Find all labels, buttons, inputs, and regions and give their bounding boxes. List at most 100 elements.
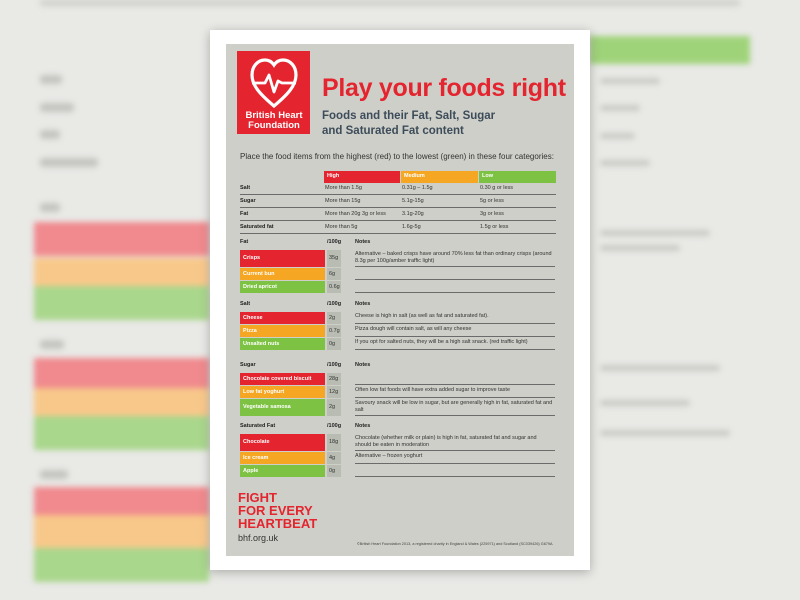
amount-value: 0.7g <box>329 327 340 334</box>
food-item: Pizza <box>240 325 325 337</box>
guide-row-label: Sugar <box>240 198 256 204</box>
food-name: Pizza <box>243 327 257 334</box>
amount-box: 0g <box>327 465 341 477</box>
amount-value: 2g <box>329 314 336 321</box>
row-divider <box>240 233 556 234</box>
guide-medium-value: 3.1g-20g <box>402 211 424 217</box>
per-100g-header: /100g <box>327 301 342 307</box>
notes-header: Notes <box>355 301 371 307</box>
row-divider <box>240 220 556 221</box>
page-title: Play your foods right <box>322 74 566 102</box>
note-text: Often low fat foods will have extra adde… <box>355 387 510 393</box>
section-title: Salt <box>240 301 251 307</box>
note-divider <box>355 336 555 337</box>
subtitle-line-1: Foods and their Fat, Salt, Sugar <box>322 110 496 122</box>
guide-high-value: More than 15g <box>325 198 361 204</box>
amount-value: 0g <box>329 340 336 347</box>
note-divider <box>355 292 555 293</box>
notes-header: Notes <box>355 239 371 245</box>
food-name: Apple <box>243 467 259 474</box>
per-100g-header: /100g <box>327 362 342 368</box>
heart-icon <box>250 58 298 109</box>
food-item: Crisps <box>240 250 325 267</box>
amount-value: 35g <box>329 255 339 261</box>
food-name: Dried apricot <box>243 283 277 290</box>
note-divider <box>355 463 555 464</box>
amount-box: 2g <box>327 399 341 416</box>
bhf-logo: British Heart Foundation <box>237 51 310 134</box>
amount-box: 35g <box>327 250 341 267</box>
header-low: Low <box>479 171 556 183</box>
note-divider <box>355 279 555 280</box>
food-name: Ice cream <box>243 454 269 461</box>
note-divider <box>355 349 555 350</box>
food-name: Current bun <box>243 270 275 277</box>
logo-line-1: British Heart <box>245 110 303 121</box>
section-title: Sugar <box>240 362 256 368</box>
guide-medium-value: 5.1g-15g <box>402 198 424 204</box>
guide-row-label: Fat <box>240 211 249 217</box>
header-high: High <box>324 171 400 183</box>
amount-value: 6g <box>329 270 336 277</box>
per-100g-header: /100g <box>327 423 342 429</box>
row-divider <box>240 207 556 208</box>
website-url: bhf.org.uk <box>238 533 279 543</box>
guide-low-value: 0.30 g or less <box>480 185 514 191</box>
note-text: Savoury snack will be low in sugar, but … <box>355 400 553 413</box>
food-item: Ice cream <box>240 452 325 464</box>
note-text: Pizza dough will contain salt, as will a… <box>355 326 472 332</box>
food-name: Low fat yoghurt <box>243 388 285 395</box>
food-item: Dried apricot <box>240 281 325 293</box>
food-item: Current bun <box>240 268 325 280</box>
amount-box: 0.7g <box>327 325 341 337</box>
note-text: Alternative – baked crisps have around 7… <box>355 251 552 264</box>
amount-value: 2g <box>329 404 336 410</box>
guide-row-label: Salt <box>240 185 251 191</box>
note-divider <box>355 266 555 267</box>
section-title: Fat <box>240 239 249 245</box>
guide-low-value: 1.5g or less <box>480 224 509 230</box>
guide-high-value: More than 5g <box>325 224 358 230</box>
note-text: Alternative – frozen yoghurt <box>355 453 423 459</box>
food-name: Unsalted nuts <box>243 340 280 347</box>
note-divider <box>355 415 555 416</box>
section-title: Saturated Fat <box>240 423 276 429</box>
amount-box: 18g <box>327 434 341 451</box>
guide-low-value: 3g or less <box>480 211 504 217</box>
row-divider <box>240 194 556 195</box>
food-item: Unsalted nuts <box>240 338 325 350</box>
amount-box: 28g <box>327 373 341 385</box>
charity-notice: ©British Heart Foundation 2013, a regist… <box>357 542 553 546</box>
guide-high-value: More than 20g 3g or less <box>325 211 386 217</box>
food-item: Chocolate covered biscuit <box>240 373 325 385</box>
amount-box: 4g <box>327 452 341 464</box>
poster-content: British Heart Foundation Play your foods… <box>226 44 574 556</box>
food-name: Crisps <box>243 255 261 261</box>
note-divider <box>355 476 555 477</box>
note-divider <box>355 397 555 398</box>
guide-row-label: Saturated fat <box>240 224 274 230</box>
amount-box: 2g <box>327 312 341 324</box>
guide-medium-value: 0.31g – 1.5g <box>402 185 433 191</box>
food-name: Chocolate <box>243 439 270 445</box>
notes-header: Notes <box>355 423 371 429</box>
food-name: Chocolate covered biscuit <box>243 375 312 382</box>
amount-value: 0.6g <box>329 283 340 290</box>
food-item: Cheese <box>240 312 325 324</box>
note-divider <box>355 384 555 385</box>
food-name: Cheese <box>243 314 263 321</box>
amount-box: 12g <box>327 386 341 398</box>
food-item: Low fat yoghurt <box>240 386 325 398</box>
amount-value: 12g <box>329 388 339 395</box>
amount-value: 4g <box>329 454 336 461</box>
amount-value: 28g <box>329 375 339 382</box>
note-divider <box>355 323 555 324</box>
subtitle-line-2: and Saturated Fat content <box>322 125 464 137</box>
amount-value: 18g <box>329 439 339 445</box>
note-text: If you opt for salted nuts, they will be… <box>355 339 528 345</box>
guide-high-value: More than 1.5g <box>325 185 362 191</box>
guide-low-value: 5g or less <box>480 198 504 204</box>
note-text: Chocolate (whether milk or plain) is hig… <box>355 435 537 448</box>
poster-sheet: British Heart Foundation Play your foods… <box>210 30 590 570</box>
logo-line-2: Foundation <box>248 120 300 131</box>
